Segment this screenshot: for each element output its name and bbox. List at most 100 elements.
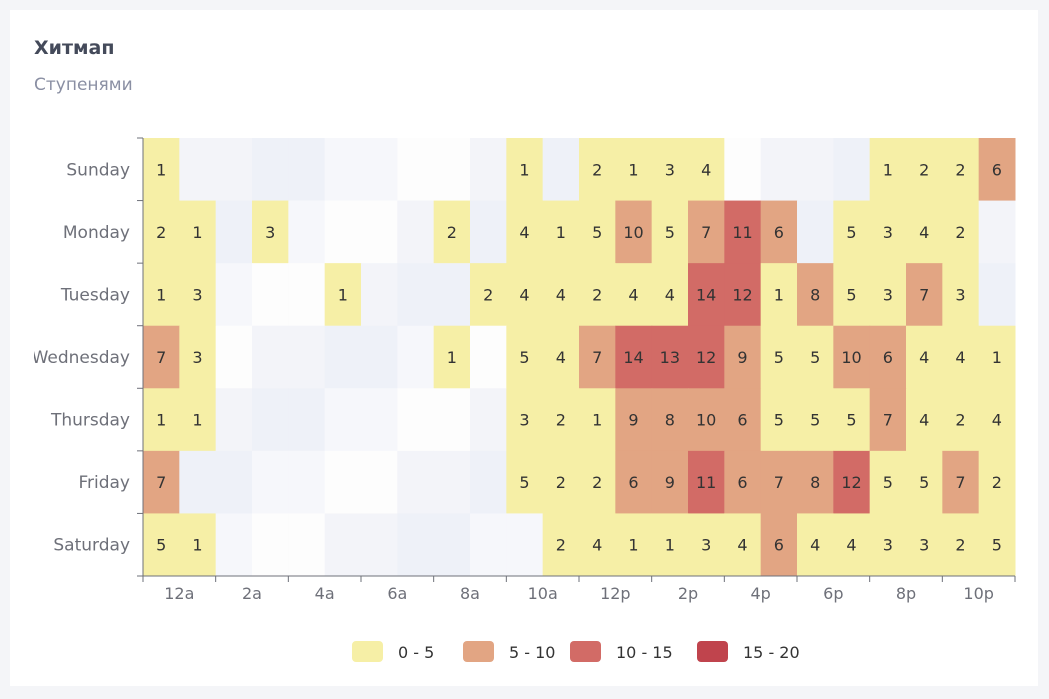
legend-label[interactable]: 5 - 10 [509, 643, 555, 662]
heatmap-cell[interactable] [942, 450, 980, 514]
heatmap-cell[interactable] [760, 450, 798, 514]
heatmap-cell[interactable] [906, 263, 943, 327]
heatmap-cell[interactable] [833, 325, 871, 389]
heatmap-cell[interactable] [506, 325, 544, 389]
heatmap-cell[interactable] [688, 138, 725, 202]
heatmap-cell[interactable] [688, 325, 725, 389]
heatmap-cell[interactable] [579, 200, 616, 264]
heatmap-cell[interactable] [797, 200, 834, 264]
heatmap-cell[interactable] [688, 200, 725, 264]
heatmap-cell[interactable] [324, 450, 362, 514]
heatmap-cell[interactable] [215, 200, 253, 264]
heatmap-cell[interactable] [906, 450, 943, 514]
heatmap-cell[interactable] [252, 200, 289, 264]
heatmap-cell[interactable] [797, 138, 834, 202]
heatmap-cell[interactable] [542, 513, 580, 577]
heatmap-cell[interactable] [361, 325, 398, 389]
heatmap-cell[interactable] [579, 263, 616, 327]
heatmap-cell[interactable] [397, 388, 435, 452]
heatmap-cell[interactable] [215, 388, 253, 452]
heatmap-cell[interactable] [688, 263, 725, 327]
heatmap-cell[interactable] [724, 138, 762, 202]
heatmap-cell[interactable] [688, 513, 725, 577]
heatmap-cell[interactable] [579, 450, 616, 514]
heatmap-cell[interactable] [760, 325, 798, 389]
heatmap-cell[interactable] [506, 138, 544, 202]
heatmap-cell[interactable] [470, 388, 507, 452]
heatmap-cell[interactable] [143, 138, 180, 202]
heatmap-cell[interactable] [179, 325, 217, 389]
heatmap-cell[interactable] [615, 263, 653, 327]
heatmap-cell[interactable] [579, 325, 616, 389]
heatmap-cell[interactable] [397, 450, 435, 514]
heatmap-cell[interactable] [615, 450, 653, 514]
heatmap-cell[interactable] [615, 513, 653, 577]
heatmap-cell[interactable] [506, 263, 544, 327]
heatmap-cell[interactable] [579, 513, 616, 577]
heatmap-cell[interactable] [433, 263, 471, 327]
heatmap-cell[interactable] [143, 388, 180, 452]
heatmap-cell[interactable] [978, 263, 1016, 327]
heatmap-cell[interactable] [361, 200, 398, 264]
heatmap-cell[interactable] [470, 325, 507, 389]
heatmap-cell[interactable] [179, 513, 217, 577]
heatmap-cell[interactable] [506, 513, 544, 577]
heatmap-cell[interactable] [288, 450, 326, 514]
heatmap-cell[interactable] [215, 325, 253, 389]
heatmap-cell[interactable] [833, 450, 871, 514]
heatmap-cell[interactable] [869, 513, 907, 577]
heatmap-cell[interactable] [252, 513, 289, 577]
heatmap-cell[interactable] [433, 450, 471, 514]
heatmap-cell[interactable] [978, 450, 1016, 514]
heatmap-cell[interactable] [470, 138, 507, 202]
heatmap-cell[interactable] [542, 450, 580, 514]
heatmap-cell[interactable] [361, 450, 398, 514]
heatmap-cell[interactable] [906, 138, 943, 202]
heatmap-cell[interactable] [869, 200, 907, 264]
heatmap-cell[interactable] [942, 200, 980, 264]
legend-swatch[interactable] [570, 641, 601, 662]
heatmap-cell[interactable] [542, 138, 580, 202]
heatmap-cell[interactable] [179, 450, 217, 514]
heatmap-cell[interactable] [651, 388, 689, 452]
heatmap-cell[interactable] [252, 263, 289, 327]
heatmap-cell[interactable] [143, 450, 180, 514]
heatmap-cell[interactable] [760, 388, 798, 452]
heatmap-cell[interactable] [651, 263, 689, 327]
heatmap-cell[interactable] [615, 388, 653, 452]
heatmap-cell[interactable] [615, 325, 653, 389]
heatmap-cell[interactable] [470, 513, 507, 577]
heatmap-cell[interactable] [579, 388, 616, 452]
heatmap-cell[interactable] [288, 138, 326, 202]
heatmap-cell[interactable] [542, 200, 580, 264]
heatmap-cell[interactable] [651, 513, 689, 577]
heatmap-cell[interactable] [760, 138, 798, 202]
heatmap-cell[interactable] [869, 450, 907, 514]
legend-swatch[interactable] [697, 641, 728, 662]
heatmap-cell[interactable] [361, 513, 398, 577]
heatmap-cell[interactable] [942, 138, 980, 202]
heatmap-cell[interactable] [433, 388, 471, 452]
heatmap-cell[interactable] [288, 513, 326, 577]
heatmap-cell[interactable] [542, 388, 580, 452]
heatmap-cell[interactable] [651, 450, 689, 514]
heatmap-cell[interactable] [252, 138, 289, 202]
heatmap-cell[interactable] [978, 513, 1016, 577]
heatmap-cell[interactable] [397, 325, 435, 389]
heatmap-cell[interactable] [651, 325, 689, 389]
heatmap-cell[interactable] [579, 138, 616, 202]
heatmap-cell[interactable] [361, 388, 398, 452]
heatmap-cell[interactable] [688, 450, 725, 514]
heatmap-cell[interactable] [324, 388, 362, 452]
heatmap-cell[interactable] [324, 513, 362, 577]
heatmap-cell[interactable] [651, 138, 689, 202]
heatmap-cell[interactable] [215, 450, 253, 514]
heatmap-cell[interactable] [252, 388, 289, 452]
heatmap-cell[interactable] [688, 388, 725, 452]
heatmap-cell[interactable] [324, 138, 362, 202]
heatmap-cell[interactable] [942, 263, 980, 327]
heatmap-cell[interactable] [143, 200, 180, 264]
heatmap-cell[interactable] [433, 200, 471, 264]
heatmap-cell[interactable] [288, 263, 326, 327]
heatmap-cell[interactable] [797, 450, 834, 514]
